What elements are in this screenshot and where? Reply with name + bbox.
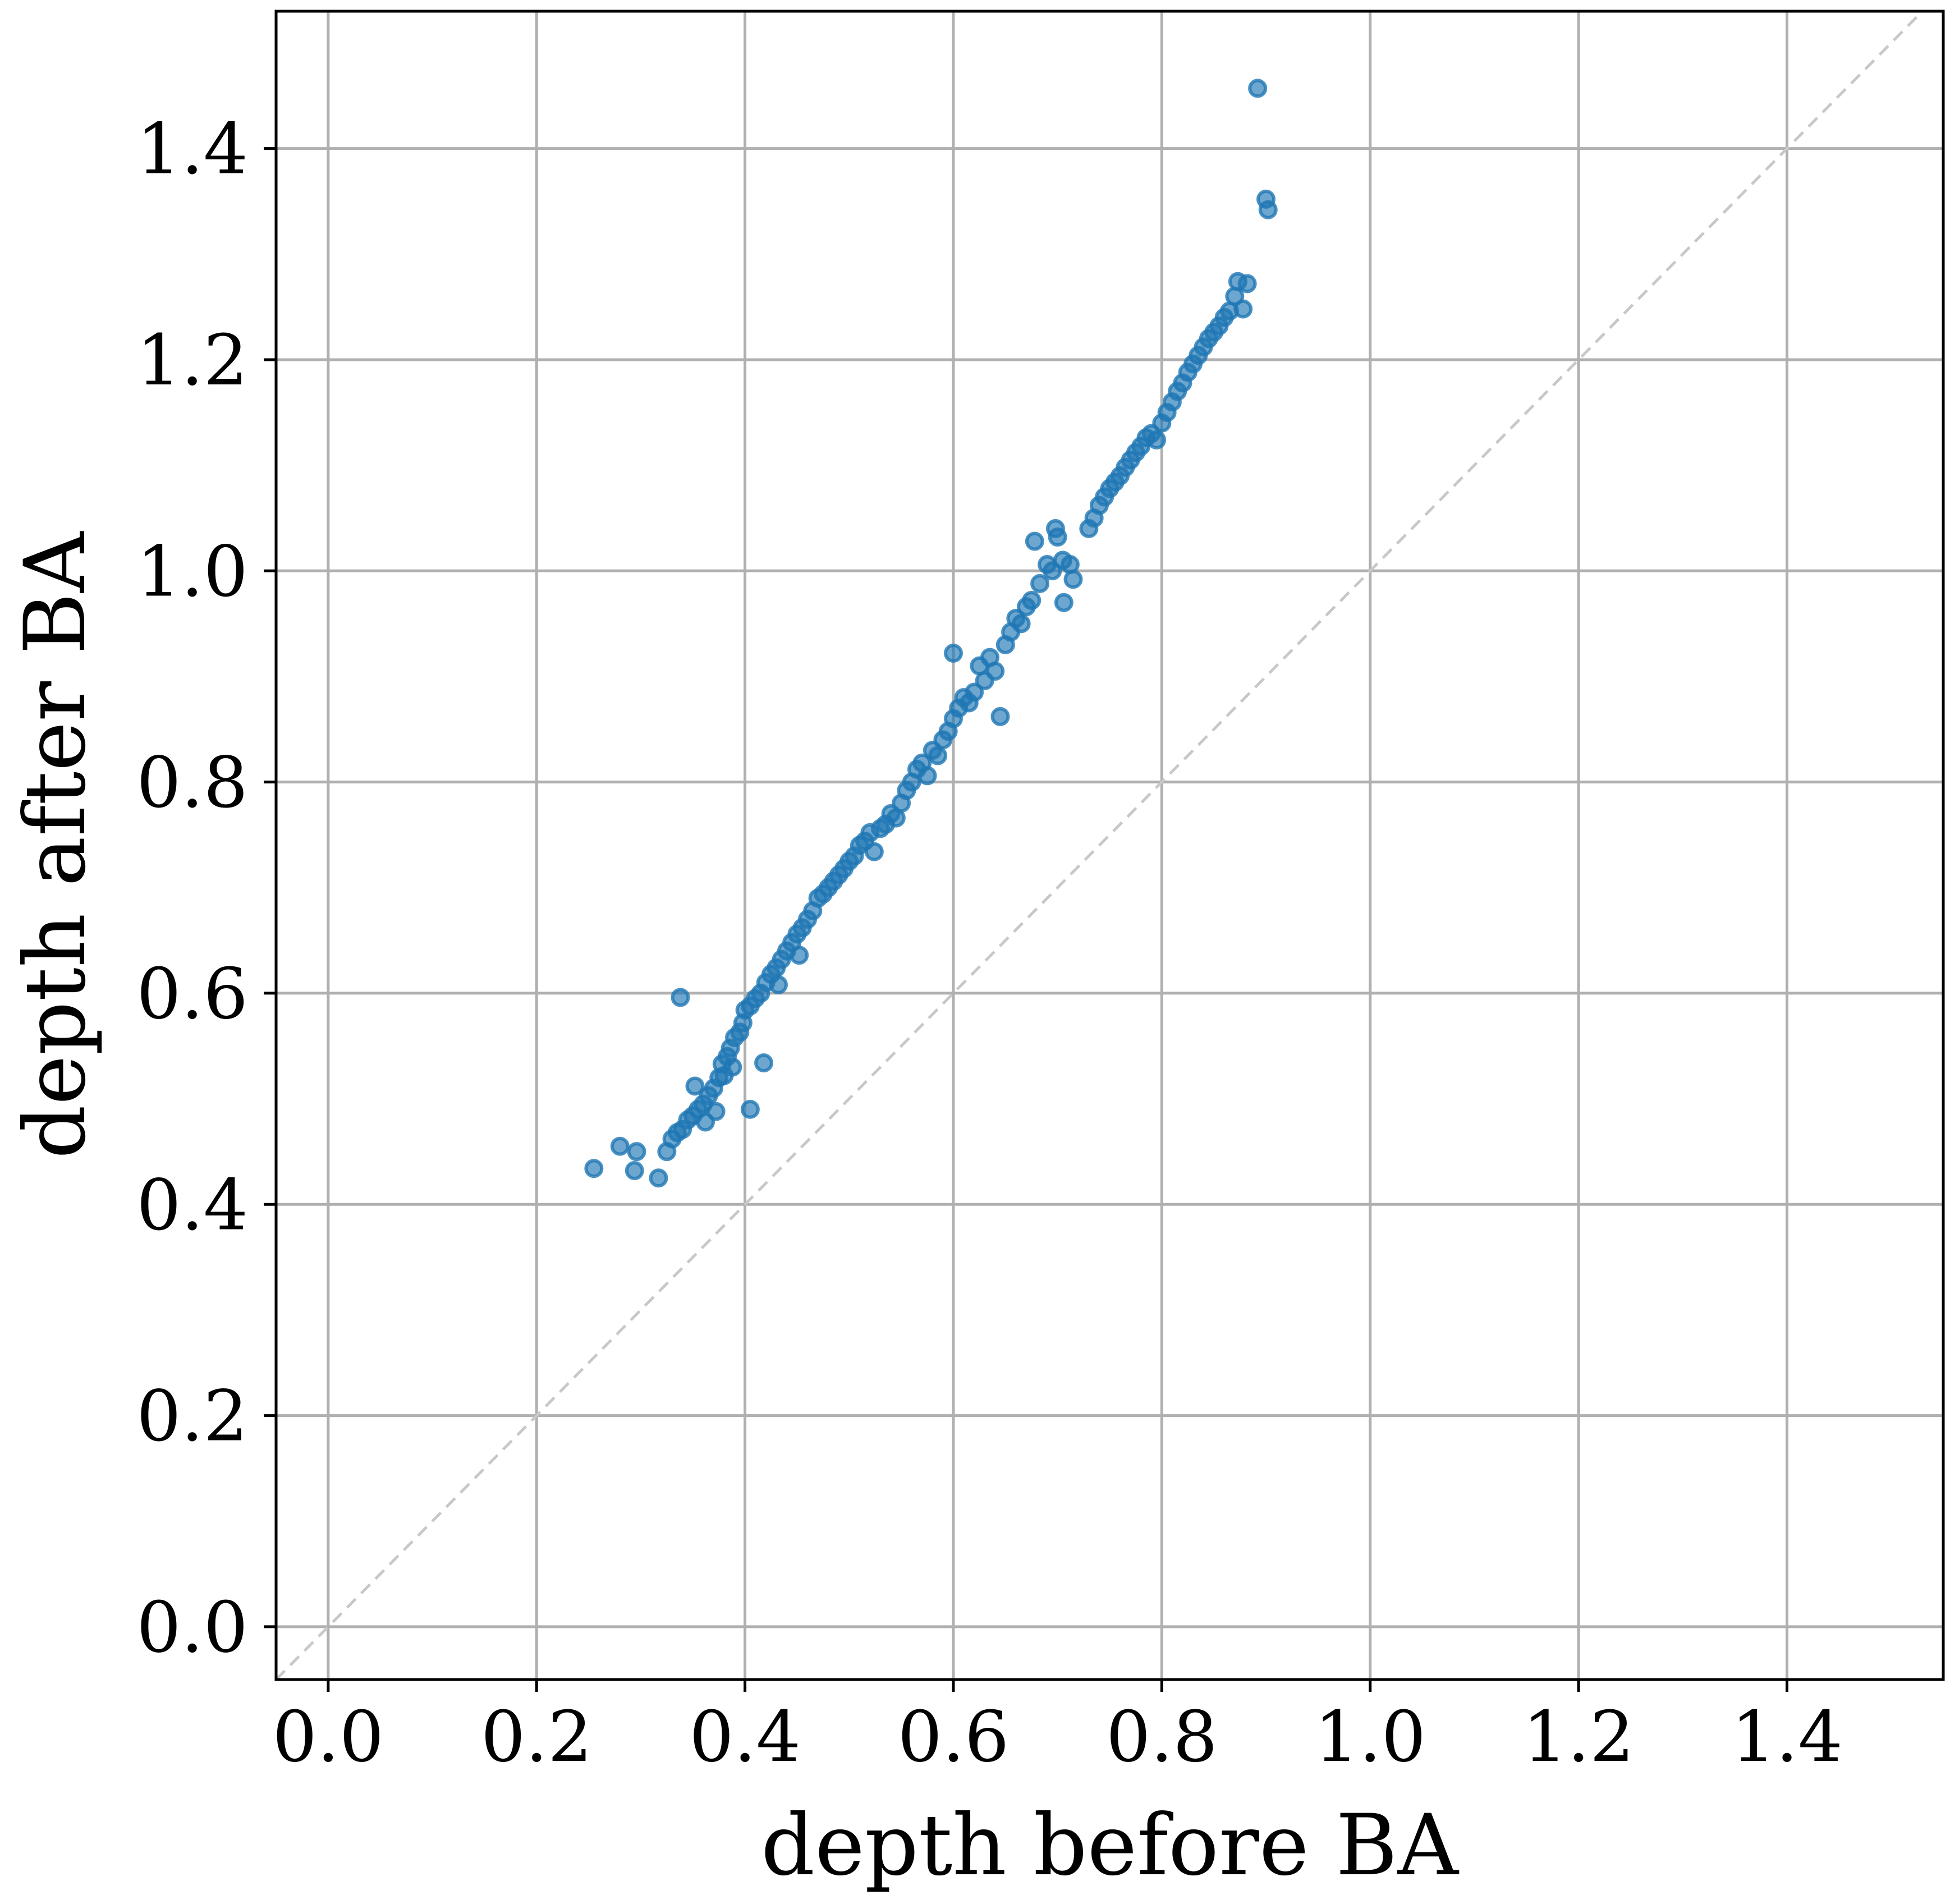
scatter-point [1063,570,1083,589]
y-tick-label: 1.2 [136,320,248,401]
scatter-point [1054,593,1073,612]
x-tick-label: 0.4 [689,1696,801,1778]
scatter-point [928,746,948,765]
y-tick-label: 0.8 [136,742,248,824]
scatter-point [769,975,788,994]
y-tick-label: 0.4 [136,1164,248,1246]
grid-lines [276,11,1943,1680]
scatter-point [1147,430,1167,449]
scatter-point [740,1099,760,1119]
plot-frame [274,10,1945,1681]
y-tick-label: 0.0 [136,1587,248,1668]
scatter-point [754,1053,774,1073]
x-tick-label: 1.0 [1314,1696,1426,1778]
scatter-point [1022,590,1041,610]
scatter-point [864,842,884,861]
scatter-point [1060,554,1080,574]
scatter-point [706,1102,726,1121]
scatter-point [917,766,937,786]
x-tick-label: 0.0 [272,1696,384,1778]
scatter-points [584,79,1278,1188]
scatter-point [1237,274,1257,293]
y-tick-label: 1.4 [136,109,248,190]
scatter-point [627,1142,646,1162]
scatter-point [1030,574,1050,593]
scatter-point [943,644,963,663]
axis-ticks: 0.0 0.2 0.4 0.6 0.8 1.0 1.2 1.4 0.0 0.2 0.4 0.6 0.8 1… [136,109,1843,1778]
x-tick-label: 1.2 [1523,1696,1635,1778]
y-tick-label: 0.6 [136,953,248,1035]
scatter-point [965,682,984,702]
y-axis-label: depth after BA [7,531,104,1159]
scatter-point [1025,531,1044,551]
x-tick-label: 0.2 [481,1696,593,1778]
scatter-point [1011,614,1031,634]
scatter-point [1233,299,1253,319]
scatter-point [723,1057,742,1077]
scatter-point [985,662,1005,681]
scatter-point [610,1136,630,1156]
scatter-point [1258,200,1278,219]
scatter-point [790,946,809,965]
x-axis-label: depth before BA [761,1797,1459,1894]
y-tick-label: 1.0 [136,531,248,612]
scatter-point [671,988,690,1007]
x-tick-label: 1.4 [1731,1696,1843,1778]
scatter-point [649,1168,668,1188]
scatter-point [584,1159,604,1178]
x-tick-label: 0.6 [898,1696,1010,1778]
scatter-point [625,1161,644,1181]
scatter-point [1248,79,1268,98]
y-tick-label: 0.2 [136,1376,248,1457]
x-tick-label: 0.8 [1106,1696,1218,1778]
scatter-point [1048,527,1067,547]
scatter-point [990,706,1010,726]
scatter-point [685,1076,705,1096]
identity-reference-line [275,10,1924,1681]
